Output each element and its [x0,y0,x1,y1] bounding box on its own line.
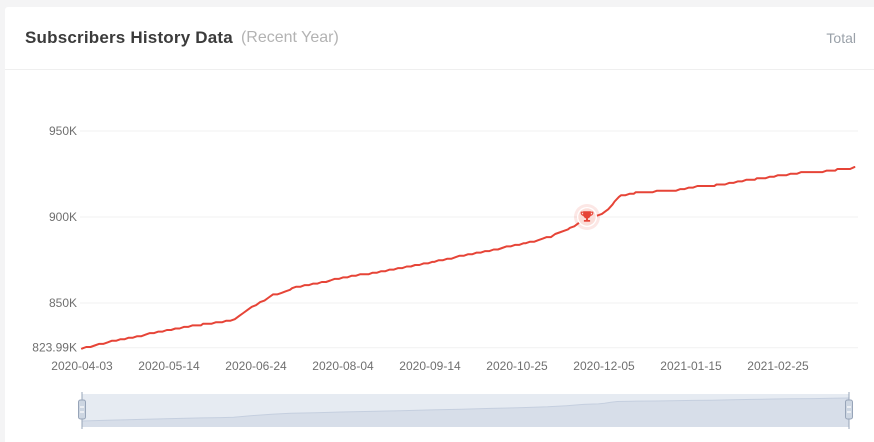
y-tick-label: 823.99K [32,341,77,355]
subscribers-line-series [81,166,856,350]
x-axis-labels: 2020-04-03 2020-05-14 2020-06-24 2020-08-04… [51,359,809,373]
gridlines [80,130,858,349]
brush-right-handle[interactable] [845,392,853,429]
series-path [81,166,856,350]
x-tick-label: 2020-10-25 [486,359,548,373]
x-tick-label: 2020-08-04 [312,359,374,373]
card-header: Subscribers History Data (Recent Year) T… [5,7,874,70]
x-tick-label: 2021-02-25 [747,359,809,373]
y-tick-label: 850K [49,296,77,310]
brush-data-shadow [82,398,849,427]
trophy-icon [580,211,594,222]
x-tick-label: 2020-12-05 [573,359,635,373]
brush-shadow-line [81,397,850,422]
subscribers-card: Subscribers History Data (Recent Year) T… [5,7,874,442]
card-title: Subscribers History Data [25,28,233,47]
y-tick-label: 950K [49,124,77,138]
x-tick-label: 2021-01-15 [660,359,722,373]
x-tick-label: 2020-09-14 [399,359,461,373]
y-tick-label: 900K [49,210,77,224]
card-subtitle: (Recent Year) [240,29,339,46]
x-tick-label: 2020-05-14 [138,359,200,373]
x-tick-label: 2020-04-03 [51,359,113,373]
brush-left-handle[interactable] [78,392,86,429]
total-toggle[interactable]: Total [826,30,856,46]
y-axis-labels: 950K 900K 850K 823.99K [32,124,77,355]
x-tick-label: 2020-06-24 [225,359,287,373]
trophy-milestone-marker[interactable] [574,204,600,230]
datazoom-brush[interactable] [78,392,853,429]
